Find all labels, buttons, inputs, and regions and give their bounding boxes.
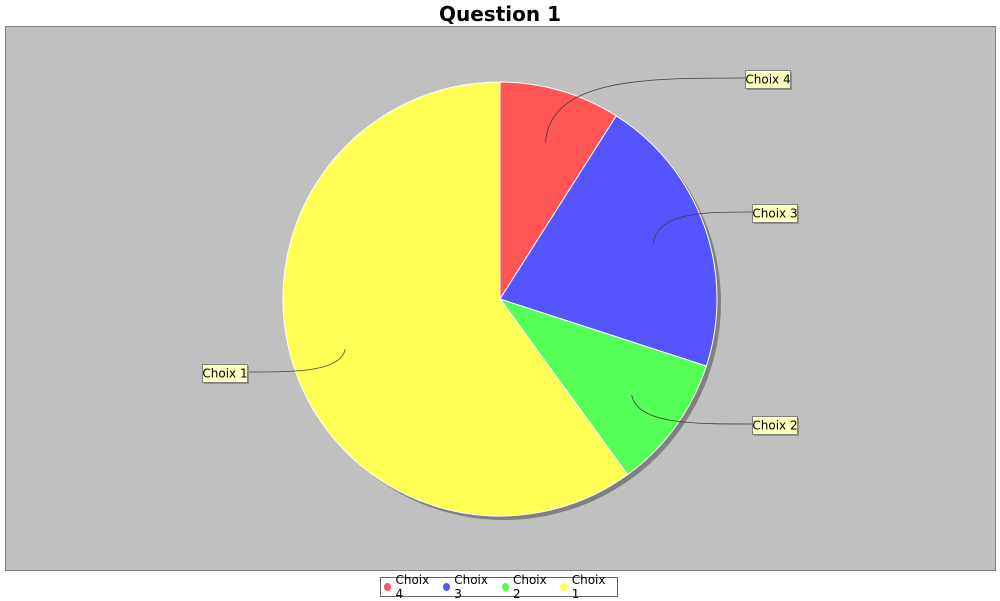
slice-label-text: Choix 1 (202, 367, 247, 381)
slice-label: Choix 3 (752, 204, 799, 224)
legend-swatch (384, 583, 392, 591)
leader-line (545, 77, 746, 143)
pie-slice-choix-2 (498, 298, 708, 476)
legend-label: Choix 4 (395, 573, 430, 601)
chart-title: Question 1 (439, 2, 561, 26)
leader-line (652, 211, 753, 244)
legend-item: Choix 1 (560, 573, 614, 601)
slice-label-text: Choix 4 (745, 73, 790, 87)
legend-swatch (501, 583, 509, 591)
legend-label: Choix 1 (571, 573, 606, 601)
legend-label: Choix 2 (512, 573, 547, 601)
slice-label: Choix 1 (202, 364, 249, 384)
pie-slice-choix-3 (499, 115, 718, 367)
legend-item: Choix 3 (442, 573, 497, 601)
pie-slice-choix-1 (282, 81, 629, 517)
chart-legend: Choix 4 Choix 3 Choix 2 Choix 1 (380, 573, 618, 601)
leader-line (631, 394, 753, 425)
legend-item: Choix 4 (384, 573, 438, 601)
legend-swatch (442, 583, 451, 591)
slice-label-text: Choix 3 (752, 207, 797, 221)
leader-line (246, 349, 346, 373)
legend-label: Choix 3 (454, 573, 488, 601)
slice-label-text: Choix 2 (752, 419, 797, 433)
slice-label: Choix 2 (752, 416, 799, 436)
legend-item: Choix 2 (501, 573, 556, 601)
pie-slice-choix-4 (499, 81, 617, 301)
legend-swatch (560, 583, 568, 591)
slice-label: Choix 4 (745, 70, 792, 90)
